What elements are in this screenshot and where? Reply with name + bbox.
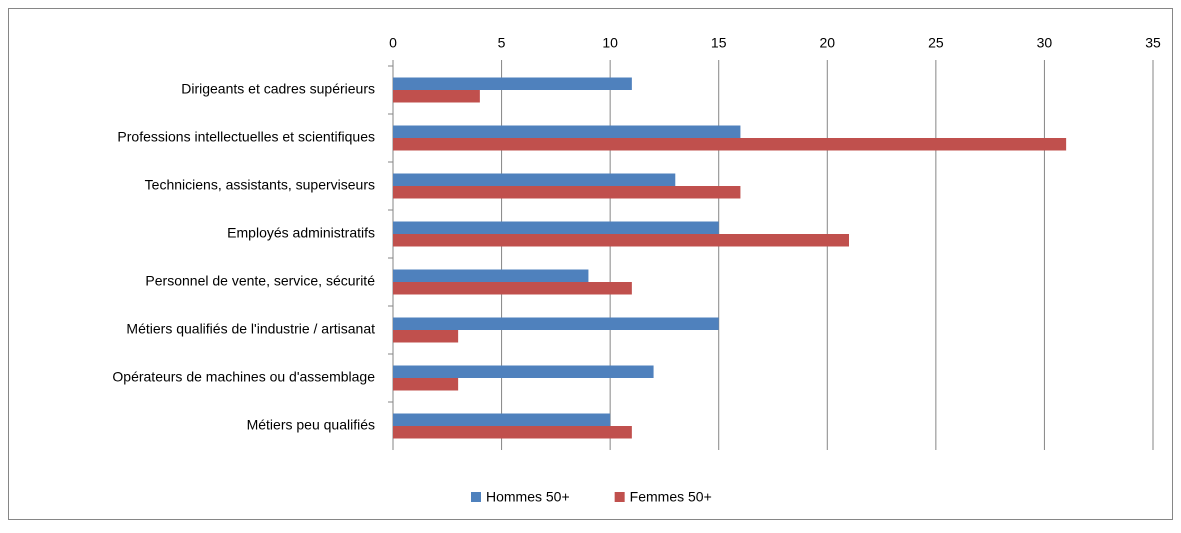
bar — [393, 365, 654, 378]
y-tick-label: Employés administratifs — [227, 225, 375, 241]
legend-label: Femmes 50+ — [630, 489, 712, 505]
bar — [393, 378, 459, 391]
x-tick-label: 35 — [1145, 35, 1161, 51]
x-tick-label: 15 — [711, 35, 727, 51]
legend-swatch — [614, 492, 625, 502]
bar — [393, 269, 589, 282]
y-tick-label: Professions intellectuelles et scientifi… — [117, 129, 375, 145]
y-tick-label: Métiers peu qualifiés — [247, 417, 375, 433]
bar — [393, 413, 611, 426]
y-tick-label: Personnel de vente, service, sécurité — [145, 273, 375, 289]
bar — [393, 138, 1067, 151]
x-tick-label: 0 — [389, 35, 397, 51]
y-tick-label: Métiers qualifiés de l'industrie / artis… — [126, 321, 375, 337]
legend-label: Hommes 50+ — [486, 489, 570, 505]
bar — [393, 125, 741, 138]
x-tick-label: 5 — [498, 35, 506, 51]
x-tick-label: 30 — [1037, 35, 1053, 51]
bar — [393, 173, 676, 186]
bar — [393, 330, 459, 343]
bar — [393, 317, 719, 330]
x-tick-label: 10 — [602, 35, 618, 51]
bar — [393, 426, 632, 439]
x-tick-label: 20 — [819, 35, 835, 51]
y-tick-label: Techniciens, assistants, superviseurs — [145, 177, 375, 193]
bar — [393, 282, 632, 295]
bar — [393, 234, 849, 247]
legend-swatch — [471, 492, 481, 502]
bar — [393, 77, 632, 90]
bar — [393, 90, 480, 103]
x-tick-label: 25 — [928, 35, 944, 51]
bar — [393, 186, 741, 199]
bar — [393, 221, 719, 234]
y-tick-label: Opérateurs de machines ou d'assemblage — [112, 369, 375, 385]
y-tick-label: Dirigeants et cadres supérieurs — [181, 81, 375, 97]
